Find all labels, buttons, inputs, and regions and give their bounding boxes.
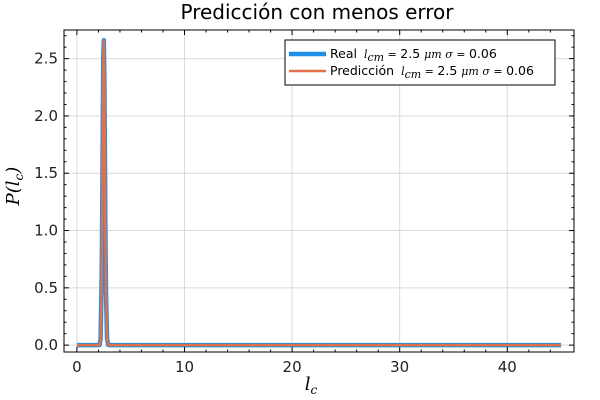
x-axis-label: lc	[305, 374, 318, 397]
series-real-line	[76, 38, 562, 348]
x-tick-label: 10	[175, 358, 194, 376]
y-tick-label: 1.0	[34, 222, 58, 240]
legend-entry-real: Real lcm = 2.5 μm σ = 0.06	[330, 46, 497, 64]
x-tick-label: 0	[72, 358, 82, 376]
x-tick-label: 40	[498, 358, 517, 376]
legend-entry-prediccion: Predicción lcm = 2.5 μm σ = 0.06	[330, 63, 534, 81]
y-tick-label: 1.5	[34, 164, 58, 182]
y-tick-label: 0.5	[34, 279, 58, 297]
legend-box	[284, 39, 556, 86]
tick-labels: 0 10 20 30 40 0.0 0.5 1.0 1.5 2.0 2.5	[34, 50, 517, 376]
y-tick-label: 0.0	[34, 336, 58, 354]
tick-marks	[64, 30, 574, 352]
y-axis-label: P(lc)	[3, 167, 26, 207]
y-tick-label: 2.5	[34, 50, 58, 68]
plot-frame	[63, 29, 575, 353]
series-prediccion-line	[76, 39, 562, 347]
legend: Real lcm = 2.5 μm σ = 0.06 Predicción lc…	[284, 39, 556, 86]
series-layer	[76, 38, 562, 348]
x-tick-label: 20	[283, 358, 302, 376]
y-tick-label: 2.0	[34, 107, 58, 125]
x-tick-label: 30	[390, 358, 409, 376]
chart-title: Predicción con menos error	[180, 0, 454, 24]
